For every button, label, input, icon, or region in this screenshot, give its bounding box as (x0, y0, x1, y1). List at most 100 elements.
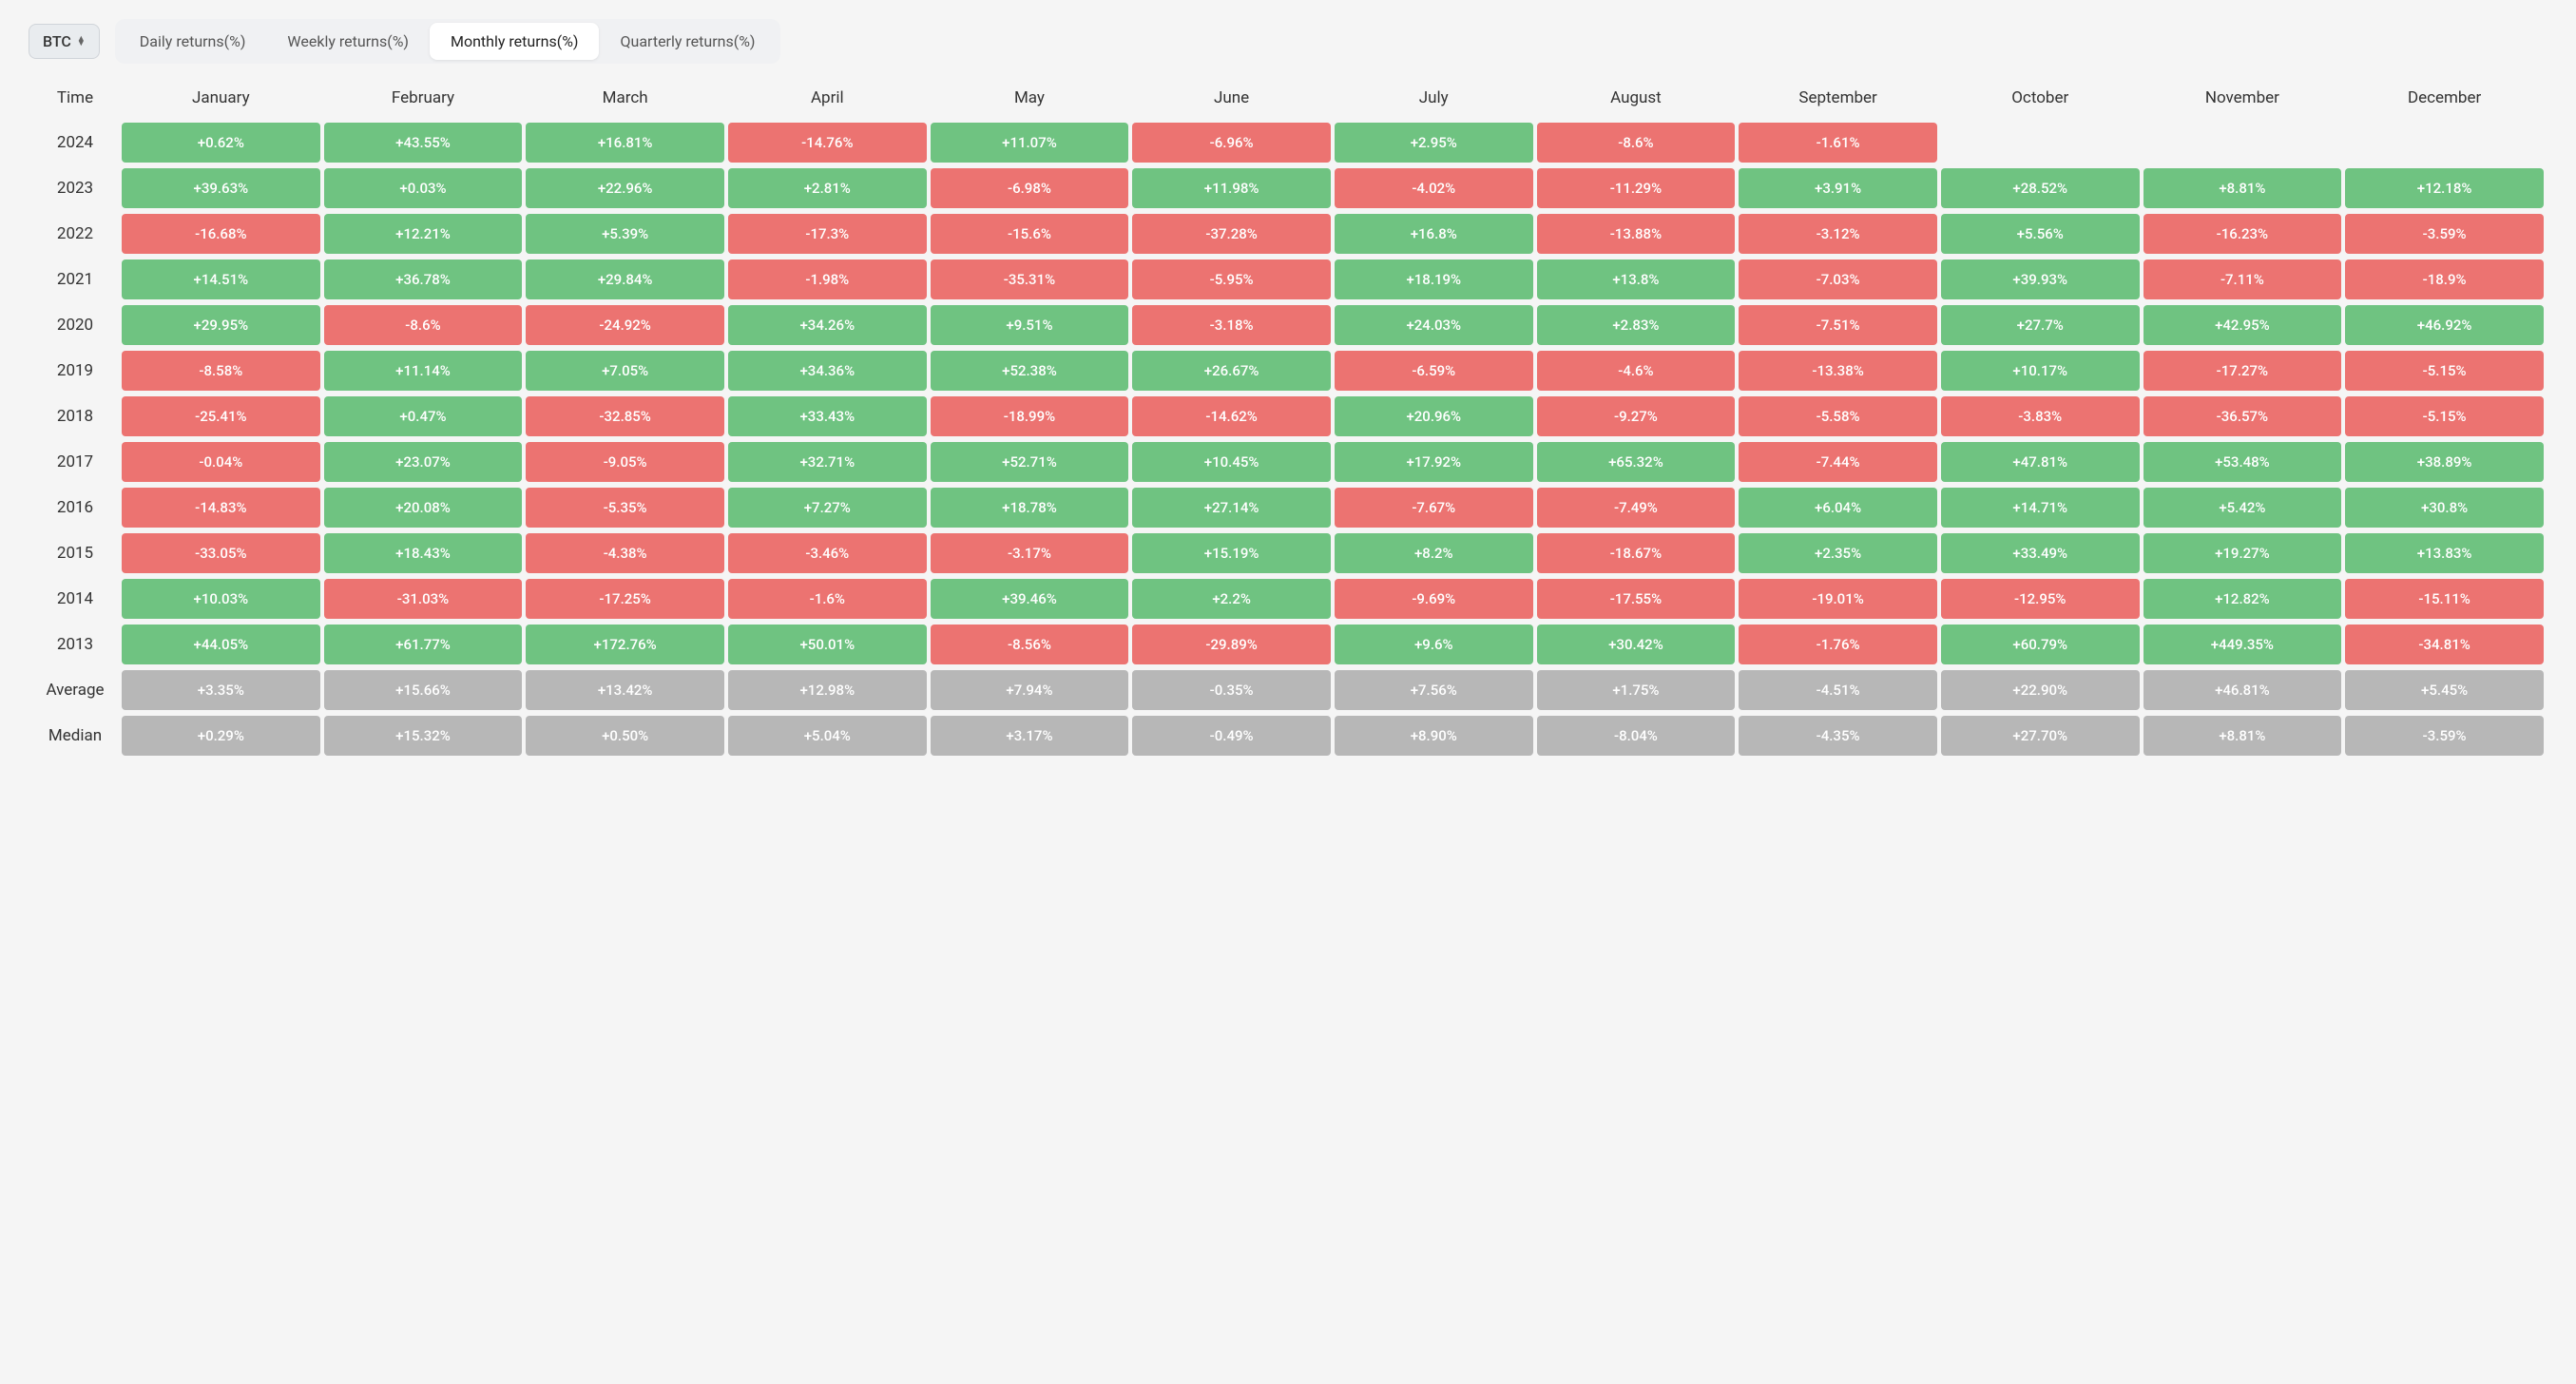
col-header-month: May (931, 79, 1129, 117)
col-header-month: December (2345, 79, 2544, 117)
summary-cell: +5.04% (728, 716, 927, 756)
data-cell: -7.51% (1739, 305, 1937, 345)
data-cell: +10.17% (1941, 351, 2140, 391)
data-cell: -11.29% (1537, 168, 1736, 208)
data-cell: +60.79% (1941, 625, 2140, 664)
table-row: 2019-8.58%+11.14%+7.05%+34.36%+52.38%+26… (32, 351, 2544, 391)
data-cell: -5.58% (1739, 396, 1937, 436)
data-cell: +47.81% (1941, 442, 2140, 482)
row-year-label: 2018 (32, 396, 118, 436)
data-cell: -4.02% (1335, 168, 1533, 208)
data-cell: +15.19% (1132, 533, 1331, 573)
data-cell: -35.31% (931, 260, 1129, 299)
data-cell: +20.96% (1335, 396, 1533, 436)
data-cell: -16.23% (2143, 214, 2342, 254)
data-cell: +30.42% (1537, 625, 1736, 664)
data-cell: +3.91% (1739, 168, 1937, 208)
returns-table: TimeJanuaryFebruaryMarchAprilMayJuneJuly… (29, 73, 2547, 761)
data-cell: +9.6% (1335, 625, 1533, 664)
data-cell: -8.58% (122, 351, 320, 391)
summary-cell: +7.56% (1335, 670, 1533, 710)
data-cell: -14.83% (122, 488, 320, 528)
data-cell: -6.96% (1132, 123, 1331, 163)
data-cell: +10.03% (122, 579, 320, 619)
summary-cell: +1.75% (1537, 670, 1736, 710)
data-cell: -8.6% (1537, 123, 1736, 163)
data-cell: -1.6% (728, 579, 927, 619)
data-cell: +36.78% (324, 260, 523, 299)
data-cell: -17.25% (526, 579, 724, 619)
data-cell: -3.18% (1132, 305, 1331, 345)
col-header-time: Time (32, 79, 118, 117)
summary-row: Average+3.35%+15.66%+13.42%+12.98%+7.94%… (32, 670, 2544, 710)
data-cell: +11.07% (931, 123, 1129, 163)
table-body: 2024+0.62%+43.55%+16.81%-14.76%+11.07%-6… (32, 123, 2544, 756)
table-row: 2022-16.68%+12.21%+5.39%-17.3%-15.6%-37.… (32, 214, 2544, 254)
col-header-month: April (728, 79, 927, 117)
col-header-month: February (324, 79, 523, 117)
data-cell: -8.56% (931, 625, 1129, 664)
data-cell: +11.14% (324, 351, 523, 391)
col-header-month: June (1132, 79, 1331, 117)
data-cell: -18.99% (931, 396, 1129, 436)
data-cell: +2.95% (1335, 123, 1533, 163)
data-cell: -9.05% (526, 442, 724, 482)
data-cell: +449.35% (2143, 625, 2342, 664)
row-year-label: 2022 (32, 214, 118, 254)
data-cell: +6.04% (1739, 488, 1937, 528)
data-cell: +44.05% (122, 625, 320, 664)
summary-cell: +3.17% (931, 716, 1129, 756)
table-row: 2020+29.95%-8.6%-24.92%+34.26%+9.51%-3.1… (32, 305, 2544, 345)
tab-returns-1[interactable]: Weekly returns(%) (266, 23, 430, 60)
data-cell: -17.27% (2143, 351, 2342, 391)
summary-cell: +46.81% (2143, 670, 2342, 710)
data-cell: +13.8% (1537, 260, 1736, 299)
data-cell: +11.98% (1132, 168, 1331, 208)
asset-selector[interactable]: BTC ▲▼ (29, 24, 100, 59)
data-cell: +16.81% (526, 123, 724, 163)
data-cell: +42.95% (2143, 305, 2342, 345)
data-cell: +8.2% (1335, 533, 1533, 573)
table-row: 2013+44.05%+61.77%+172.76%+50.01%-8.56%-… (32, 625, 2544, 664)
data-cell: +0.47% (324, 396, 523, 436)
data-cell: -9.69% (1335, 579, 1533, 619)
row-year-label: 2021 (32, 260, 118, 299)
data-cell: -8.6% (324, 305, 523, 345)
data-cell: -33.05% (122, 533, 320, 573)
data-cell: -16.68% (122, 214, 320, 254)
data-cell: +24.03% (1335, 305, 1533, 345)
data-cell: -25.41% (122, 396, 320, 436)
data-cell: +18.43% (324, 533, 523, 573)
data-cell: +13.83% (2345, 533, 2544, 573)
data-cell: -31.03% (324, 579, 523, 619)
data-cell: -5.35% (526, 488, 724, 528)
row-year-label: 2023 (32, 168, 118, 208)
summary-cell: +0.50% (526, 716, 724, 756)
data-cell: +38.89% (2345, 442, 2544, 482)
data-cell: +27.14% (1132, 488, 1331, 528)
tab-returns-2[interactable]: Monthly returns(%) (430, 23, 600, 60)
data-cell: +27.7% (1941, 305, 2140, 345)
data-cell (1941, 123, 2140, 163)
data-cell (2345, 123, 2544, 163)
tab-returns-3[interactable]: Quarterly returns(%) (599, 23, 776, 60)
data-cell: +20.08% (324, 488, 523, 528)
table-row: 2023+39.63%+0.03%+22.96%+2.81%-6.98%+11.… (32, 168, 2544, 208)
summary-cell: -0.49% (1132, 716, 1331, 756)
data-cell: -17.55% (1537, 579, 1736, 619)
table-row: 2015-33.05%+18.43%-4.38%-3.46%-3.17%+15.… (32, 533, 2544, 573)
data-cell: -36.57% (2143, 396, 2342, 436)
summary-cell: +5.45% (2345, 670, 2544, 710)
summary-cell: +22.90% (1941, 670, 2140, 710)
data-cell: +8.81% (2143, 168, 2342, 208)
table-header-row: TimeJanuaryFebruaryMarchAprilMayJuneJuly… (32, 79, 2544, 117)
data-cell: +2.83% (1537, 305, 1736, 345)
data-cell: +33.49% (1941, 533, 2140, 573)
data-cell: -4.6% (1537, 351, 1736, 391)
summary-cell: -4.35% (1739, 716, 1937, 756)
tab-returns-0[interactable]: Daily returns(%) (119, 23, 267, 60)
data-cell: -5.95% (1132, 260, 1331, 299)
data-cell: +2.81% (728, 168, 927, 208)
data-cell: +61.77% (324, 625, 523, 664)
table-row: 2014+10.03%-31.03%-17.25%-1.6%+39.46%+2.… (32, 579, 2544, 619)
